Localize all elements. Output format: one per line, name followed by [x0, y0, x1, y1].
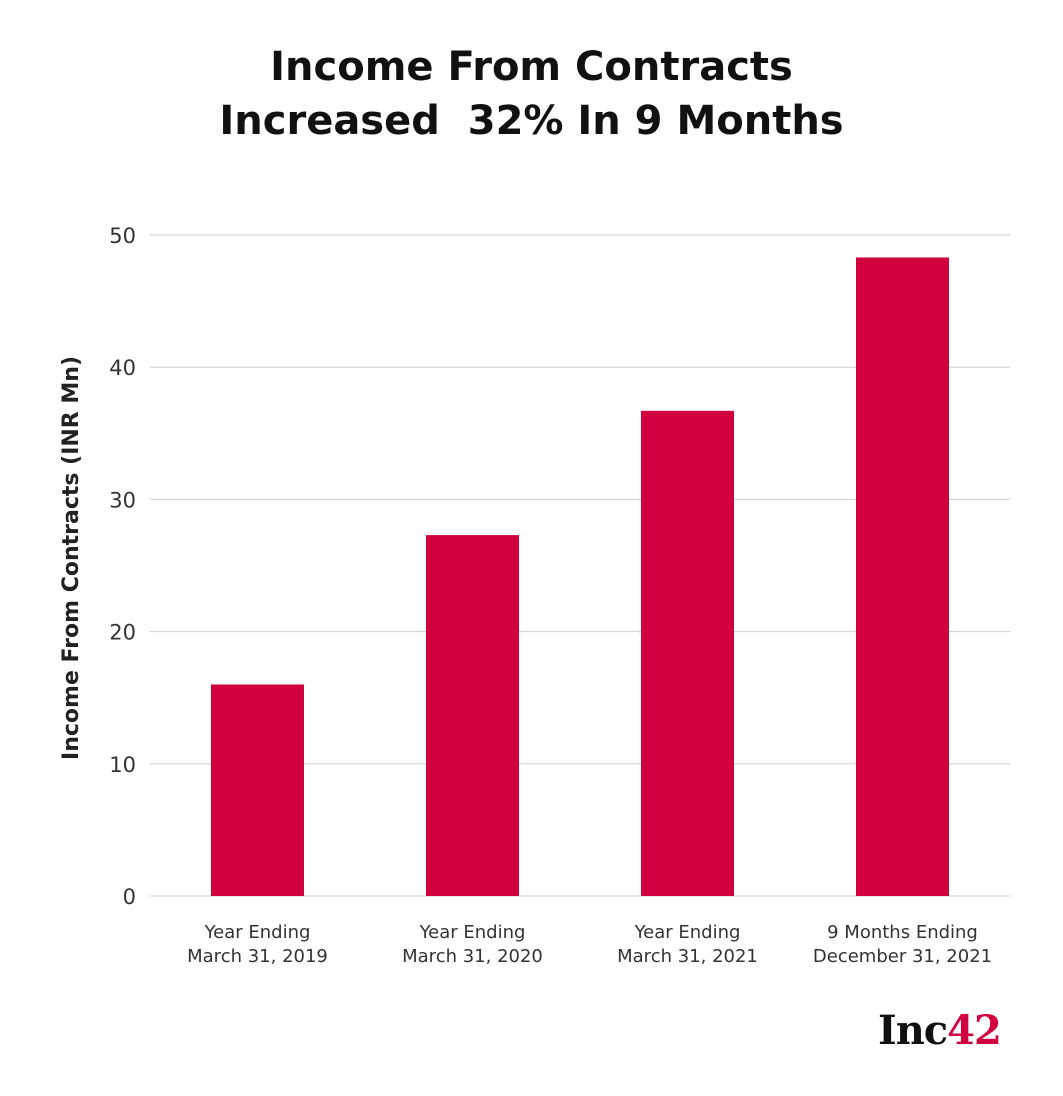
x-tick-label: 9 Months Ending	[827, 922, 978, 943]
x-tick-label: March 31, 2019	[187, 946, 328, 967]
x-tick-label: Year Ending	[419, 922, 526, 943]
y-tick-labels: 0 10 20 30 40 50	[109, 224, 136, 909]
bar	[426, 535, 519, 896]
x-tick-label: Year Ending	[634, 922, 741, 943]
x-tick-label: March 31, 2021	[617, 946, 758, 967]
chart-title: Income From Contracts Increased 32% In 9…	[219, 44, 844, 144]
x-tick-label: December 31, 2021	[813, 946, 992, 967]
y-tick-label: 50	[109, 224, 136, 248]
y-tick-label: 20	[109, 621, 136, 645]
brand-logo: Inc42	[878, 1007, 1002, 1054]
brand-accent: 42	[947, 1007, 1002, 1054]
y-tick-label: 0	[123, 885, 136, 909]
bar	[856, 257, 949, 896]
x-tick-labels: Year Ending March 31, 2019 Year Ending Marc…	[187, 922, 992, 967]
y-tick-label: 40	[109, 356, 136, 380]
brand-prefix: Inc	[878, 1007, 948, 1054]
y-tick-label: 30	[109, 488, 136, 512]
bar	[641, 410, 734, 896]
y-axis-label: Income From Contracts (INR Mn)	[59, 356, 84, 760]
x-tick-label: Year Ending	[204, 922, 311, 943]
bar	[211, 684, 304, 896]
bars	[211, 257, 949, 896]
x-tick-label: March 31, 2020	[402, 946, 543, 967]
y-tick-label: 10	[109, 753, 136, 777]
